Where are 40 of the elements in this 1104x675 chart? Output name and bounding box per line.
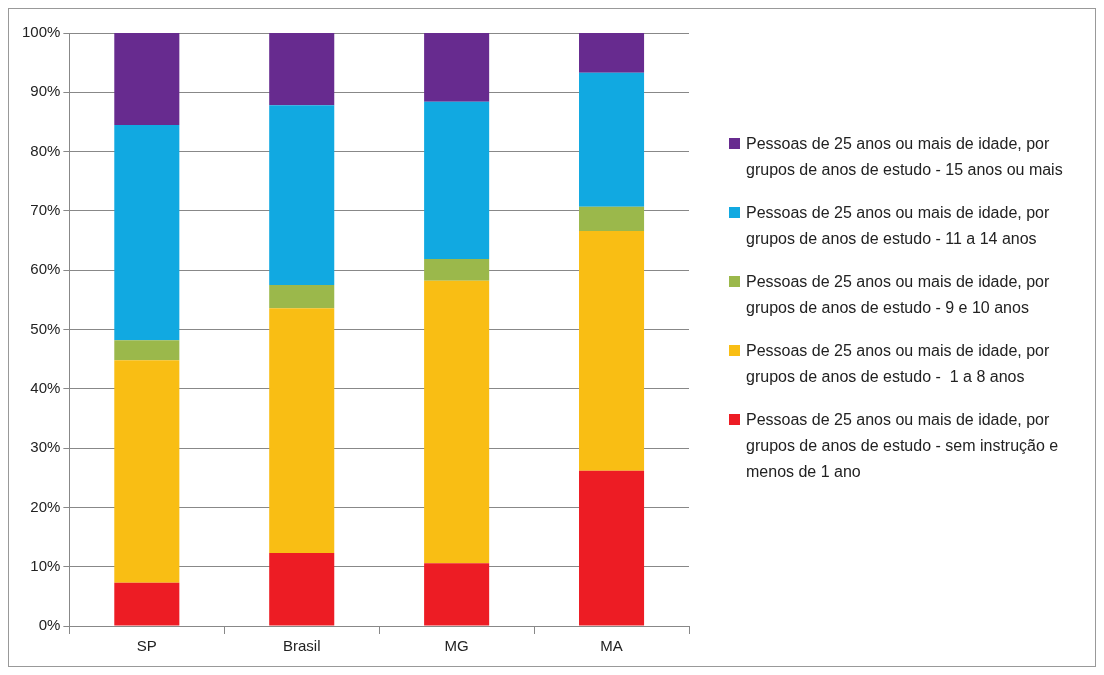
bar [269,105,335,286]
bar [269,33,335,106]
y-tick-label: 100% [21,23,61,41]
bar [579,72,645,207]
bar [114,360,180,583]
bar [424,258,490,281]
bar [269,308,335,554]
bar [114,33,180,125]
y-tick-label: 0% [38,616,61,634]
y-tick-label: 60% [30,260,61,278]
y-tick-label: 70% [30,201,61,219]
bar [114,340,180,361]
bar [579,231,645,471]
y-tick-label: 80% [30,141,61,159]
bar [424,563,490,626]
y-tick-label: 90% [30,82,61,100]
legend-label: Pessoas de 25 anos ou mais de idade, por grupos de anos de estudo - 15 anos ou mais [746,134,1064,180]
bar [579,33,645,73]
legend-label: Pessoas de 25 anos ou mais de idade, por grupos de anos de estudo - 1 a 8 anos [746,341,1051,387]
bar [424,101,490,259]
y-tick-label: 20% [30,497,61,515]
y-tick-label: 50% [30,319,61,337]
legend-label: Pessoas de 25 anos ou mais de idade, por grupos de anos de estudo - 11 a 14 anos [746,203,1051,249]
bar [114,124,180,341]
legend-label: Pessoas de 25 anos ou mais de idade, por grupos de anos de estudo - 9 e 10 anos [746,272,1051,318]
bar [424,33,490,102]
bar [269,553,335,626]
y-tick-label: 10% [30,556,61,574]
bar [579,470,645,626]
y-tick-label: 30% [30,438,61,456]
x-tick-label: MG [444,637,469,655]
bar [114,582,180,626]
x-tick-label: Brasil [282,637,321,655]
bar [579,206,645,232]
x-tick-label: SP [136,637,157,655]
y-tick-label: 40% [30,378,61,396]
legend-label: Pessoas de 25 anos ou mais de idade, por grupos de anos de estudo - sem instrução e menos de 1 ano [746,410,1060,482]
bar [424,280,490,564]
x-tick-label: MA [600,637,623,655]
bar [269,285,335,309]
